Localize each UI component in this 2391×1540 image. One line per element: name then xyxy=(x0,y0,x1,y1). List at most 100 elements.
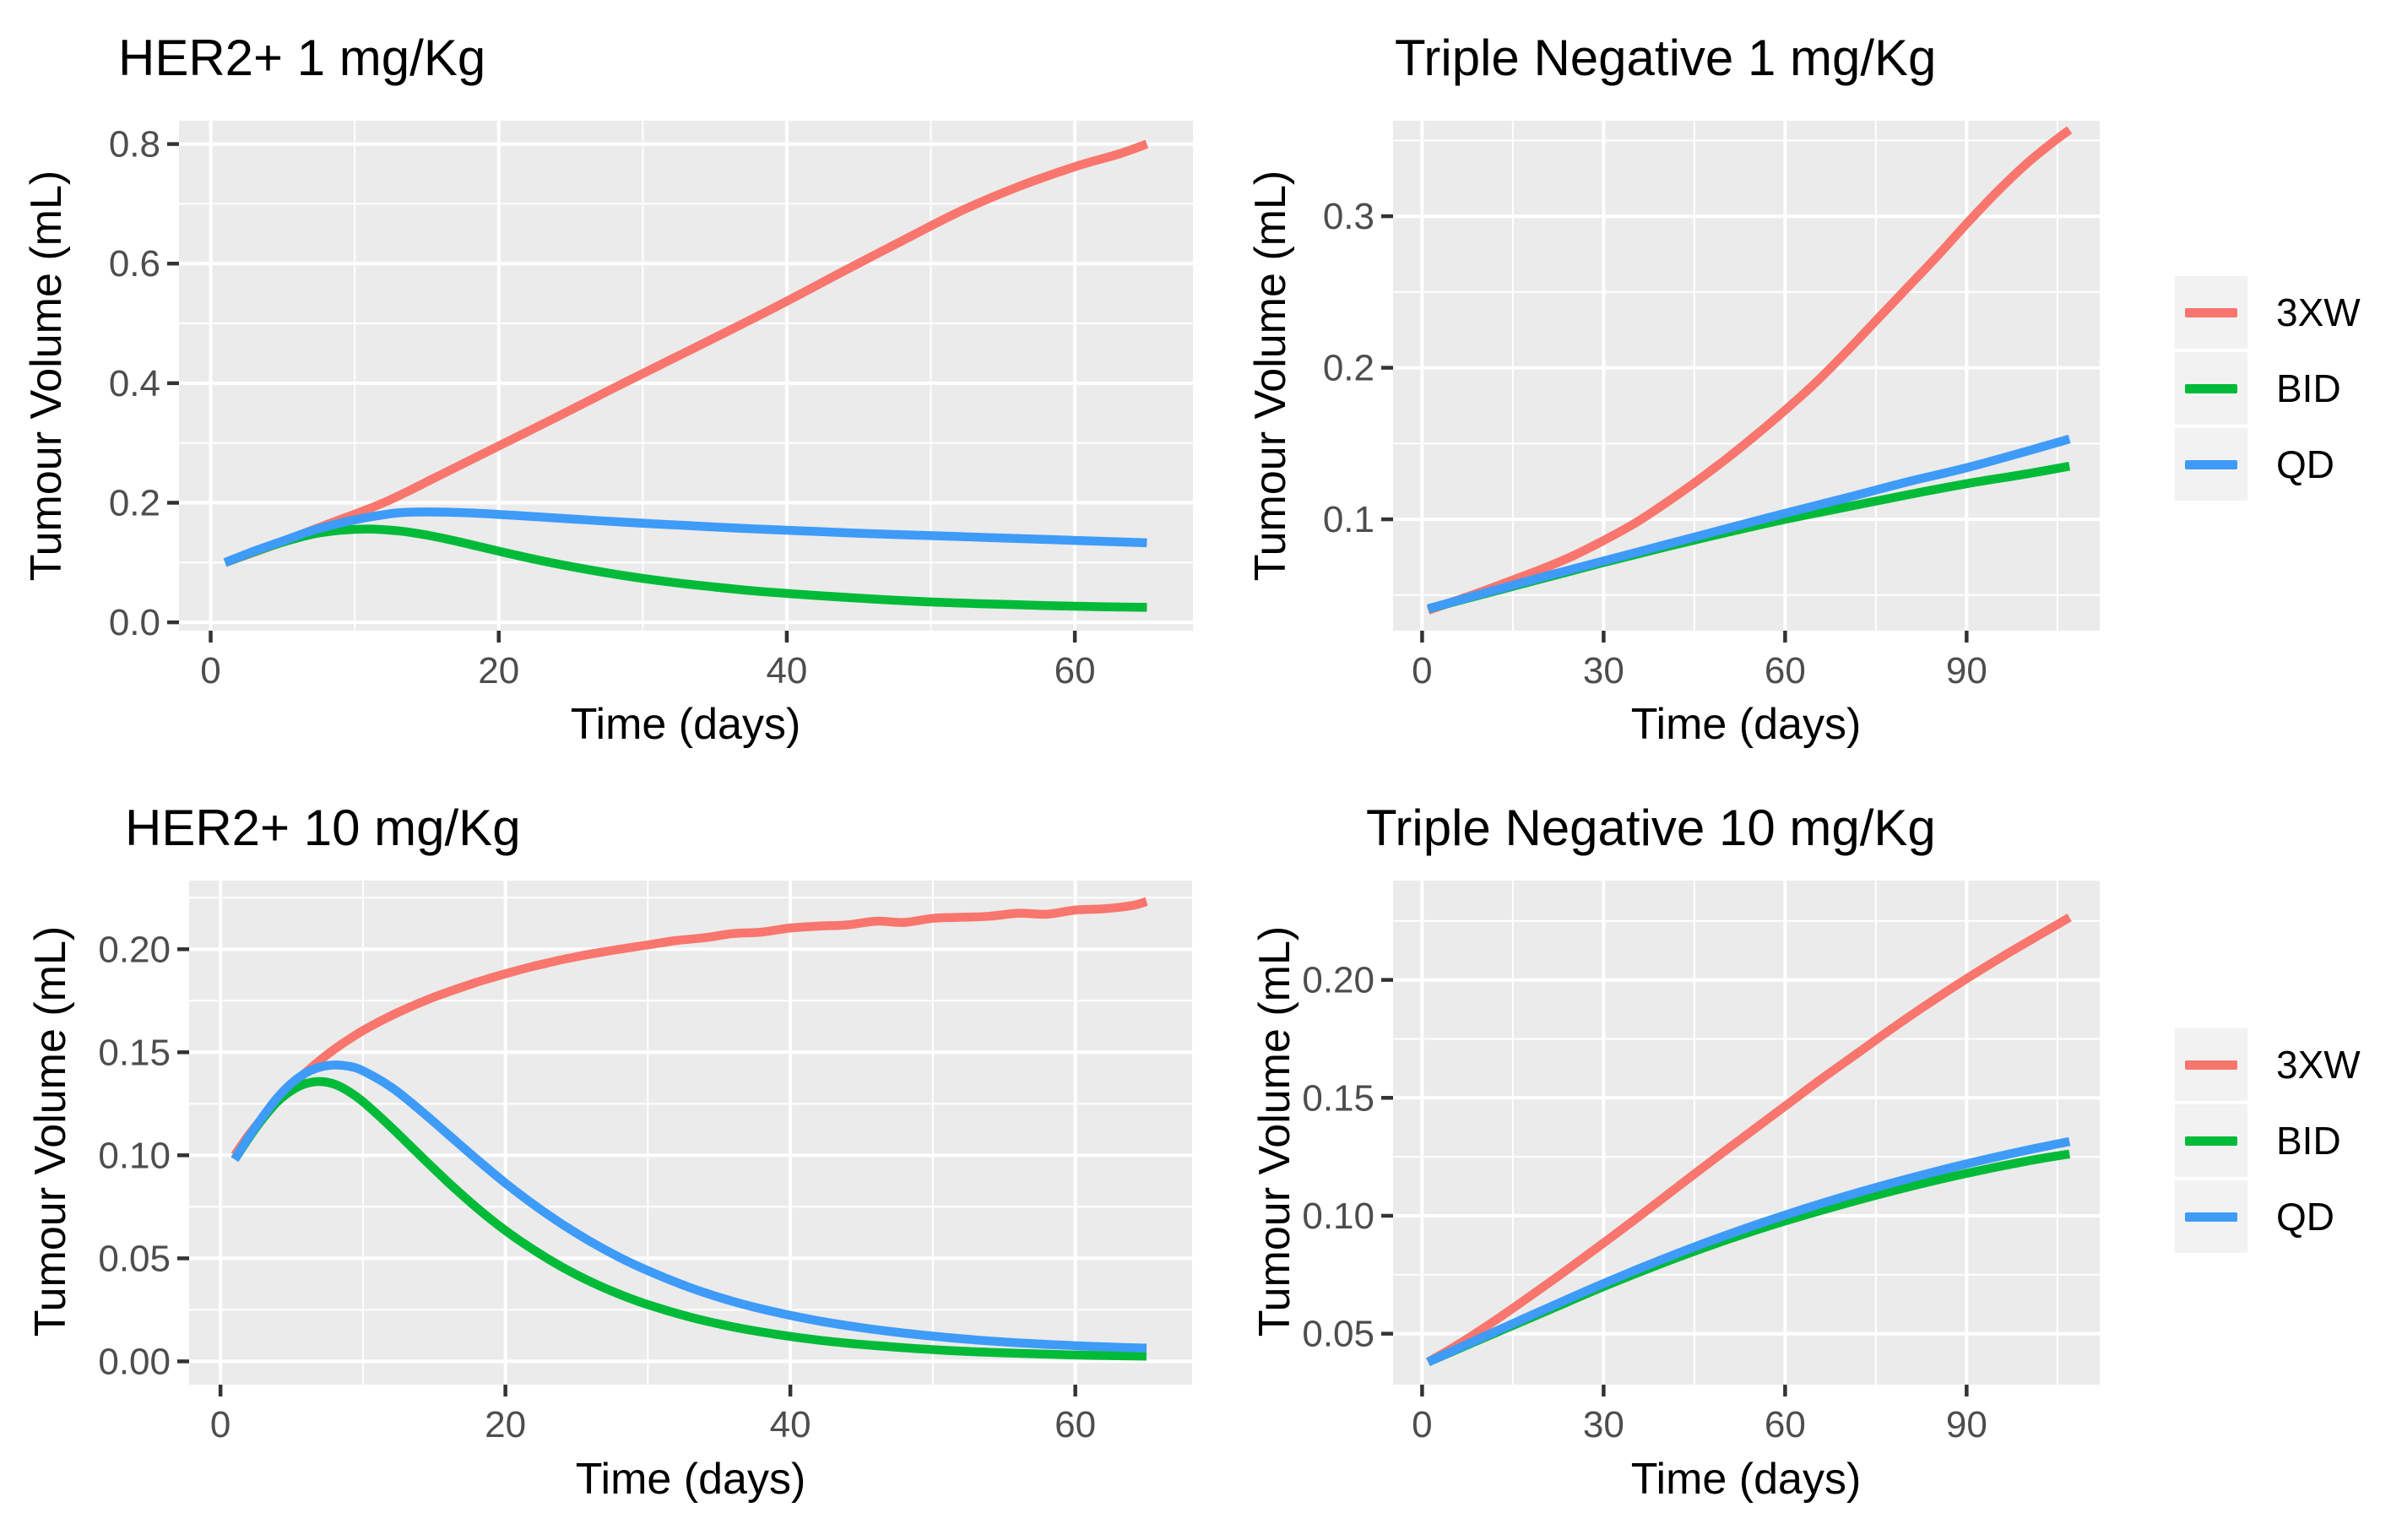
y-tick-label: 0.10 xyxy=(98,1135,171,1176)
x-tick-label: 90 xyxy=(1946,1404,1987,1445)
plot-panel xyxy=(1393,881,2100,1385)
series-group xyxy=(1425,914,2072,1367)
legend-line-3xw-icon xyxy=(2185,307,2237,317)
chart-title-her2-1mgkg: HER2+ 1 mg/Kg xyxy=(118,30,486,86)
plot-panel xyxy=(179,121,1193,631)
x-tick-label: 20 xyxy=(478,650,519,691)
y-tick-label: 0.8 xyxy=(109,124,160,165)
x-tick-label: 40 xyxy=(770,1404,811,1445)
plot-panel xyxy=(189,881,1192,1385)
series-group xyxy=(1426,126,2073,615)
x-tick-label: 0 xyxy=(1412,650,1432,691)
y-tick-label: 0.6 xyxy=(109,243,160,285)
y-tick-label: 0.2 xyxy=(109,482,160,523)
legend-key-3xw xyxy=(2175,1028,2247,1101)
legend-entry-bid: BID xyxy=(2175,1104,2361,1177)
y-tick-label: 0.15 xyxy=(98,1032,171,1073)
chart-title-tn-1mgkg: Triple Negative 1 mg/Kg xyxy=(1395,30,1937,86)
y-tick-label: 0.20 xyxy=(1302,960,1374,1001)
legend-label-bid: BID xyxy=(2276,366,2341,410)
series-line-bid xyxy=(1427,462,2071,614)
legend-line-3xw-icon xyxy=(2185,1060,2237,1070)
legend-entry-3xw: 3XW xyxy=(2175,276,2361,349)
y-axis-label-tn-1mgkg: Tumour Volume (mL) xyxy=(1246,170,1295,582)
axis-ticks: 0 20 40 60 0.00 0.05 0.10 0.15 0.20 xyxy=(98,929,1096,1445)
legend-key-bid xyxy=(2175,1104,2247,1177)
series-group xyxy=(223,139,1149,612)
legend-bottom: 3XW BID QD xyxy=(2175,1028,2361,1256)
gridlines xyxy=(179,121,1193,631)
x-axis-label-her2-1mgkg: Time (days) xyxy=(570,700,801,749)
series-line-qd xyxy=(223,507,1147,567)
legend-label-3xw: 3XW xyxy=(2276,1043,2361,1087)
series-line-qd xyxy=(230,1060,1147,1353)
chart-canvas-her2-10mgkg: 0 20 40 60 0.00 0.05 0.10 0.15 0.20 xyxy=(98,881,1192,1445)
x-tick-label: 60 xyxy=(1765,1404,1806,1445)
y-tick-label: 0.20 xyxy=(98,929,171,970)
y-tick-label: 0.05 xyxy=(98,1238,171,1279)
x-axis-label-tn-10mgkg: Time (days) xyxy=(1630,1455,1862,1504)
series-line-qd xyxy=(1426,1136,2071,1366)
x-tick-label: 0 xyxy=(200,650,220,691)
legend-line-bid-icon xyxy=(2185,383,2237,393)
y-tick-label: 0.1 xyxy=(1323,499,1374,540)
plot-panel xyxy=(1393,121,2100,631)
series-line-3xw xyxy=(1425,914,2072,1366)
legend-line-qd-icon xyxy=(2185,459,2237,469)
legend-label-qd: QD xyxy=(2276,442,2334,486)
chart-title-tn-10mgkg: Triple Negative 10 mg/Kg xyxy=(1366,800,1936,856)
series-group xyxy=(230,897,1148,1361)
y-tick-label: 0.0 xyxy=(109,602,160,643)
legend-key-bid xyxy=(2175,352,2247,425)
gridlines xyxy=(1393,121,2100,631)
y-tick-label: 0.05 xyxy=(1302,1314,1374,1355)
series-line-qd xyxy=(1427,434,2071,614)
series-line-bid xyxy=(223,524,1147,612)
legend-entry-qd: QD xyxy=(2175,1180,2361,1253)
gridlines xyxy=(1393,881,2100,1385)
axis-ticks: 0 20 40 60 0.0 0.2 0.4 0.6 0.8 xyxy=(109,124,1096,691)
x-tick-label: 20 xyxy=(485,1404,526,1445)
legend-key-qd xyxy=(2175,428,2247,501)
legend-label-qd: QD xyxy=(2276,1195,2334,1239)
x-axis-label-tn-1mgkg: Time (days) xyxy=(1630,700,1862,749)
series-line-3xw xyxy=(223,139,1149,567)
x-tick-label: 90 xyxy=(1946,650,1987,691)
axis-ticks: 0 30 60 90 0.1 0.2 0.3 xyxy=(1323,196,1987,691)
x-tick-label: 30 xyxy=(1583,1404,1624,1445)
legend-top: 3XW BID QD xyxy=(2175,276,2361,504)
y-tick-label: 0.00 xyxy=(98,1341,171,1382)
y-tick-label: 0.2 xyxy=(1323,348,1374,389)
x-tick-label: 0 xyxy=(210,1404,230,1445)
legend-key-qd xyxy=(2175,1180,2247,1253)
y-tick-label: 0.4 xyxy=(109,363,160,404)
x-tick-label: 60 xyxy=(1055,1404,1096,1445)
x-tick-label: 0 xyxy=(1412,1404,1432,1445)
series-line-bid xyxy=(1426,1149,2071,1367)
x-tick-label: 60 xyxy=(1765,650,1806,691)
chart-canvas-her2-1mgkg: 0 20 40 60 0.0 0.2 0.4 0.6 0.8 xyxy=(109,121,1193,691)
legend-key-3xw xyxy=(2175,276,2247,349)
legend-label-3xw: 3XW xyxy=(2276,290,2361,334)
legend-line-bid-icon xyxy=(2185,1136,2237,1146)
x-axis-label-her2-10mgkg: Time (days) xyxy=(575,1455,806,1504)
axis-ticks: 0 30 60 90 0.05 0.10 0.15 0.20 xyxy=(1302,960,1987,1445)
x-tick-label: 30 xyxy=(1583,650,1624,691)
y-tick-label: 0.3 xyxy=(1323,196,1374,237)
legend-line-qd-icon xyxy=(2185,1212,2237,1222)
legend-entry-3xw: 3XW xyxy=(2175,1028,2361,1101)
legend-entry-bid: BID xyxy=(2175,352,2361,425)
y-tick-label: 0.15 xyxy=(1302,1077,1374,1119)
y-axis-label-her2-10mgkg: Tumour Volume (mL) xyxy=(26,925,75,1337)
x-tick-label: 40 xyxy=(766,650,807,691)
series-line-3xw xyxy=(1426,126,2073,615)
legend-label-bid: BID xyxy=(2276,1119,2341,1163)
y-axis-label-tn-10mgkg: Tumour Volume (mL) xyxy=(1250,925,1299,1337)
gridlines xyxy=(189,881,1192,1385)
legend-entry-qd: QD xyxy=(2175,428,2361,501)
chart-title-her2-10mgkg: HER2+ 10 mg/Kg xyxy=(125,800,521,856)
series-line-bid xyxy=(230,1076,1147,1361)
x-tick-label: 60 xyxy=(1055,650,1096,691)
y-axis-label-her2-1mgkg: Tumour Volume (mL) xyxy=(22,170,71,582)
